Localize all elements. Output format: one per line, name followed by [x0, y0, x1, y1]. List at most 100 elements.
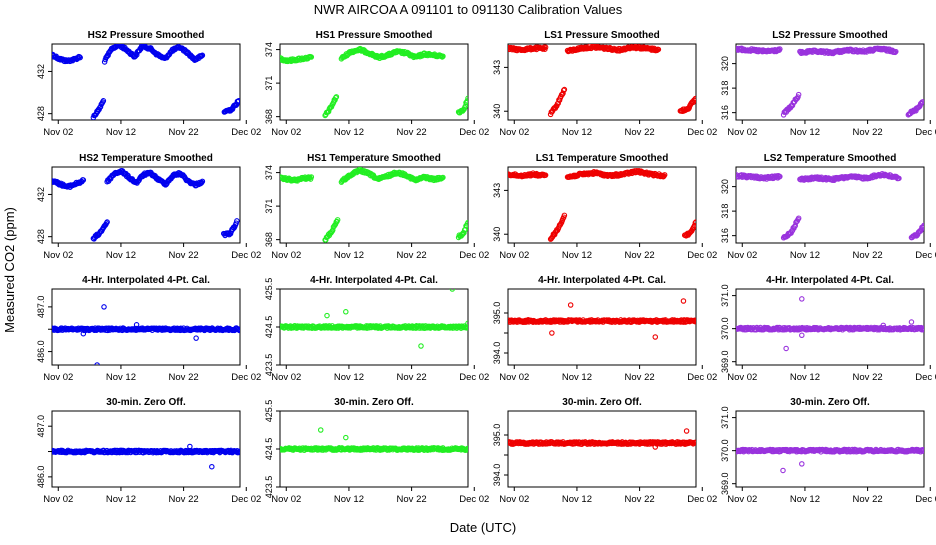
- y-tick-label: 486.0: [36, 340, 46, 363]
- x-tick-label: Nov 12: [562, 127, 592, 138]
- x-tick-label: Dec 02: [915, 372, 936, 383]
- x-tick-label: Nov 02: [499, 127, 529, 138]
- data-series: [736, 170, 924, 241]
- x-tick-label: Nov 22: [853, 372, 883, 383]
- data-point: [896, 175, 902, 182]
- x-tick-label: Nov 12: [562, 494, 592, 505]
- x-tick-label: Nov 12: [562, 250, 592, 261]
- data-point: [652, 334, 659, 340]
- y-tick-label: 425.5: [264, 278, 274, 301]
- data-point: [94, 362, 100, 365]
- x-tick-label: Nov 22: [169, 127, 199, 138]
- data-point: [235, 98, 240, 105]
- x-tick-label: Nov 02: [727, 372, 757, 383]
- panel-title: HS1 Pressure Smoothed: [316, 30, 433, 41]
- data-point: [324, 312, 330, 319]
- y-tick-label: 371.0: [720, 284, 730, 307]
- x-tick-label: Dec 02: [459, 250, 489, 261]
- x-tick-label: Dec 02: [231, 372, 261, 383]
- x-tick-label: Dec 02: [459, 372, 489, 383]
- data-point: [777, 173, 783, 180]
- y-tick-label: 340: [492, 227, 502, 242]
- y-tick-label: 320: [720, 56, 730, 71]
- y-tick-label: 423.5: [264, 354, 274, 377]
- x-tick-label: Nov 12: [106, 372, 136, 383]
- data-point: [692, 220, 696, 226]
- data-point: [464, 221, 468, 227]
- x-tick-label: Nov 12: [106, 494, 136, 505]
- data-point: [555, 100, 561, 107]
- panel: LS2 Temperature Smoothed Nov 02 Nov 12 Nov …: [720, 153, 936, 261]
- x-tick-label: Dec 02: [687, 494, 717, 505]
- x-tick-label: Nov 12: [106, 250, 136, 261]
- data-point: [465, 320, 468, 326]
- data-point: [652, 444, 659, 450]
- x-tick-label: Dec 02: [231, 494, 261, 505]
- x-tick-label: Nov 22: [625, 250, 655, 261]
- data-series: [52, 167, 240, 242]
- figure-title: NWR AIRCOA A 091101 to 091130 Calibratio…: [314, 2, 623, 17]
- panel: 4-Hr. Interpolated 4-Pt. Cal. Nov 02 Nov 1…: [264, 275, 489, 383]
- x-tick-label: Nov 12: [106, 127, 136, 138]
- data-point: [561, 86, 568, 93]
- data-point: [780, 112, 787, 118]
- panel: HS2 Temperature Smoothed Nov 02 Nov 12 Nov …: [36, 153, 261, 261]
- y-tick-label: 487.0: [36, 296, 46, 319]
- data-point: [551, 231, 558, 238]
- panel-title: LS2 Temperature Smoothed: [764, 153, 897, 164]
- y-tick-label: 318: [720, 81, 730, 96]
- x-tick-label: Dec 02: [459, 494, 489, 505]
- panel-title: 30-min. Zero Off.: [334, 397, 414, 408]
- panel: HS1 Temperature Smoothed Nov 02 Nov 12 Nov …: [264, 153, 489, 261]
- panel: HS1 Pressure Smoothed Nov 02 Nov 12 Nov 22 D…: [264, 30, 489, 138]
- y-tick-label: 371.0: [720, 406, 730, 429]
- data-point: [463, 447, 468, 453]
- x-tick-label: Dec 02: [687, 372, 717, 383]
- panel: LS1 Pressure Smoothed Nov 02 Nov 12 Nov 22 D…: [492, 30, 717, 138]
- data-point: [80, 330, 87, 337]
- y-tick-label: 394.0: [492, 342, 502, 365]
- x-tick-label: Nov 02: [43, 127, 73, 138]
- y-tick-label: 368: [264, 232, 274, 247]
- plot-frame: [735, 43, 925, 121]
- panel-title: HS2 Pressure Smoothed: [88, 30, 205, 41]
- plot-frame: [279, 166, 469, 244]
- data-point: [795, 215, 802, 221]
- y-tick-label: 371: [264, 76, 274, 91]
- x-tick-label: Nov 02: [43, 494, 73, 505]
- data-point: [236, 327, 240, 334]
- data-point: [439, 54, 445, 60]
- y-tick-label: 320: [720, 179, 730, 194]
- data-series: [280, 45, 468, 119]
- y-tick-label: 343: [492, 183, 502, 198]
- data-point: [777, 46, 783, 52]
- x-tick-label: Dec 02: [687, 250, 717, 261]
- panel-title: LS1 Pressure Smoothed: [544, 30, 660, 41]
- data-point: [920, 223, 924, 230]
- data-point: [465, 324, 468, 330]
- x-tick-label: Nov 12: [790, 372, 820, 383]
- x-tick-label: Nov 22: [397, 372, 427, 383]
- data-point: [693, 219, 696, 225]
- data-point: [104, 219, 110, 225]
- x-tick-label: Nov 02: [499, 494, 529, 505]
- data-point: [233, 220, 239, 226]
- data-point: [799, 296, 805, 302]
- figure-y-axis-label: Measured CO2 (ppm): [2, 207, 17, 333]
- x-tick-label: Nov 22: [625, 494, 655, 505]
- data-series: [280, 427, 468, 453]
- data-point: [464, 446, 468, 453]
- x-tick-label: Dec 02: [231, 250, 261, 261]
- data-series: [508, 167, 696, 242]
- x-tick-label: Nov 12: [790, 127, 820, 138]
- panel: 30-min. Zero Off. Nov 02 Nov 12 Nov 22 Dec 0…: [36, 397, 261, 505]
- data-point: [77, 54, 83, 61]
- y-tick-label: 423.5: [264, 476, 274, 499]
- x-tick-label: Nov 02: [499, 250, 529, 261]
- data-series: [280, 289, 468, 349]
- x-tick-label: Nov 22: [853, 127, 883, 138]
- data-point: [691, 97, 696, 104]
- data-point: [333, 94, 340, 100]
- y-tick-label: 316: [720, 228, 730, 243]
- plot-frame: [51, 166, 241, 244]
